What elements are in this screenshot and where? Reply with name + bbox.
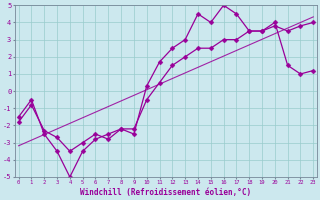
X-axis label: Windchill (Refroidissement éolien,°C): Windchill (Refroidissement éolien,°C)	[80, 188, 252, 197]
